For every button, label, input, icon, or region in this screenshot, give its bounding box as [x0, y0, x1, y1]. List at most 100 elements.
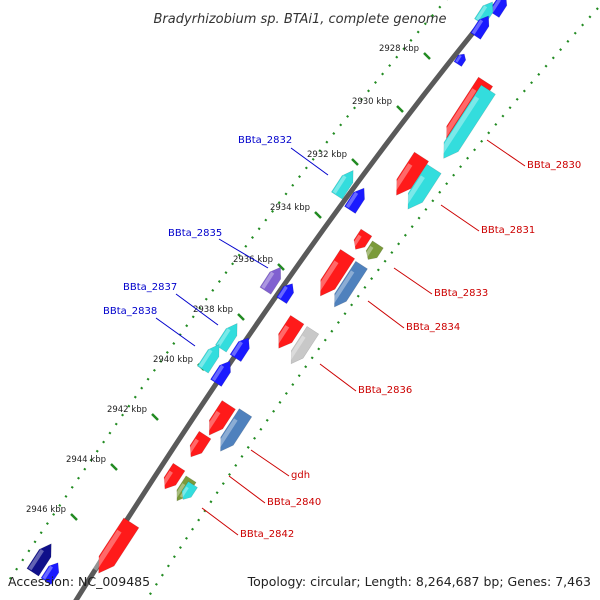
tick-mark: [351, 158, 359, 166]
top-edge-gene-blue-2-shine: [471, 19, 484, 35]
reverse-gene-9-body: [278, 314, 305, 349]
reverse-gene-13-shine: [215, 418, 238, 450]
genome-backbone: [73, 0, 503, 600]
reverse-gene-12-body: [189, 430, 212, 458]
reverse-gene-9: [273, 314, 305, 349]
map-title: Bradyrhizobium sp. BTAi1, complete genom…: [153, 12, 446, 27]
top-edge-gene-cyan-shine: [475, 5, 488, 21]
tick-label: 2938 kbp: [193, 305, 233, 315]
reverse-gene-17-body: [98, 517, 140, 574]
forward-gene-4: [259, 266, 282, 295]
forward-gene-3-shine: [345, 191, 359, 209]
tick-mark: [110, 463, 118, 471]
forward-gene-11-shine: [42, 565, 53, 580]
reverse-gene-2-shine: [437, 96, 480, 157]
forward-gene-label: BBta_2837: [123, 282, 177, 293]
forward-label-leader: [175, 293, 219, 326]
forward-gene-6-shine: [216, 328, 231, 347]
forward-gene-1-body: [453, 53, 467, 67]
forward-gene-8-body: [196, 343, 220, 374]
tick-label: 2930 kbp: [352, 97, 392, 107]
tick-track: 2928 kbp 2930 kbp 2932 kbp 2934 kbp 2936 kbp…: [7, 0, 599, 600]
forward-gene-1: [453, 53, 467, 67]
reverse-gene-label: BBta_2834: [406, 322, 460, 333]
reverse-label-leader: [440, 204, 480, 232]
accession-text: Accession: NC_009485: [8, 574, 150, 589]
forward-label-leader: [290, 147, 329, 176]
reverse-gene-7-shine: [314, 260, 339, 294]
reverse-gene-6-shine: [364, 245, 374, 258]
genome-summary-text: Topology: circular; Length: 8,264,687 bp…: [247, 574, 591, 589]
reverse-label-leader: [367, 300, 405, 329]
reverse-gene-13: [215, 408, 253, 452]
forward-gene-11: [40, 562, 60, 585]
reverse-gene-10-body: [290, 325, 320, 365]
tick-label: 2936 kbp: [233, 255, 273, 265]
reverse-gene-1-shine: [440, 88, 477, 140]
reverse-gene-16: [179, 481, 198, 500]
tick-label: 2934 kbp: [270, 203, 310, 213]
reverse-label-leader: [393, 267, 433, 295]
forward-gene-7-shine: [231, 341, 243, 357]
reverse-gene-10-shine: [286, 335, 306, 362]
tick-label: 2932 kbp: [307, 150, 347, 160]
forward-label-leader: [218, 238, 269, 269]
reverse-gene-13-body: [220, 408, 253, 452]
reverse-gene-2: [437, 84, 496, 159]
reverse-gene-16-body: [181, 481, 198, 500]
gene-labels: BBta_2832 BBta_2835 BBta_2837 BBta_2838 BBta…: [103, 135, 581, 540]
reverse-gene-8-shine: [329, 270, 355, 305]
forward-gene-3: [344, 187, 365, 214]
top-edge-gene-blue: [488, 0, 508, 18]
reverse-gene-5-shine: [351, 234, 362, 248]
forward-gene-9-shine: [211, 364, 225, 382]
reverse-gene-label: BBta_2831: [481, 225, 535, 236]
reverse-gene-17: [92, 517, 140, 574]
forward-gene-7-body: [229, 337, 250, 363]
reverse-label-leader: [319, 363, 357, 392]
reverse-gene-11: [203, 400, 236, 436]
reverse-gene-5: [351, 228, 373, 250]
reverse-gene-16-shine: [179, 486, 189, 498]
reverse-gene-6: [364, 240, 384, 260]
reverse-gene-3-shine: [390, 163, 413, 193]
reverse-gene-3-body: [396, 151, 430, 196]
forward-gene-2: [330, 169, 354, 200]
top-edge-gene-blue-shine: [490, 0, 501, 13]
tick-mark: [151, 413, 159, 421]
reverse-gene-label: BBta_2842: [240, 529, 294, 540]
forward-gene-5: [276, 283, 294, 305]
reverse-gene-5-body: [353, 228, 373, 250]
reverse-gene-8: [329, 260, 368, 308]
top-edge-gene-blue-2: [470, 15, 490, 40]
forward-gene-6: [214, 322, 238, 353]
reverse-gene-4-body: [407, 163, 442, 210]
reverse-gene-14-body: [163, 462, 186, 490]
tick-label: 2942 kbp: [107, 405, 147, 415]
tick-mark: [70, 513, 78, 521]
reverse-gene-7-body: [320, 248, 356, 297]
reverse-gene-6-body: [365, 240, 384, 260]
reverse-label-leader: [228, 475, 266, 504]
tick-label: 2940 kbp: [153, 355, 193, 365]
forward-gene-3-body: [344, 187, 365, 214]
forward-gene-7: [229, 337, 250, 363]
tick-mark: [314, 211, 322, 219]
forward-gene-6-body: [214, 322, 238, 353]
reverse-gene-10: [286, 325, 320, 365]
reverse-gene-4: [402, 163, 442, 210]
reverse-gene-4-shine: [402, 175, 425, 207]
forward-gene-10-shine: [28, 549, 44, 571]
feature-track: [26, 0, 508, 585]
reverse-gene-label: BBta_2840: [267, 497, 321, 508]
forward-gene-5-body: [276, 283, 294, 305]
forward-gene-8-shine: [198, 349, 213, 368]
forward-gene-5-shine: [277, 285, 288, 299]
reverse-gene-14-shine: [160, 470, 173, 487]
reverse-label-leader: [486, 139, 526, 167]
reverse-gene-label: gdh: [291, 470, 310, 481]
reverse-gene-14: [160, 462, 186, 490]
reverse-gene-label: BBta_2833: [434, 288, 488, 299]
reverse-gene-9-shine: [273, 325, 290, 347]
